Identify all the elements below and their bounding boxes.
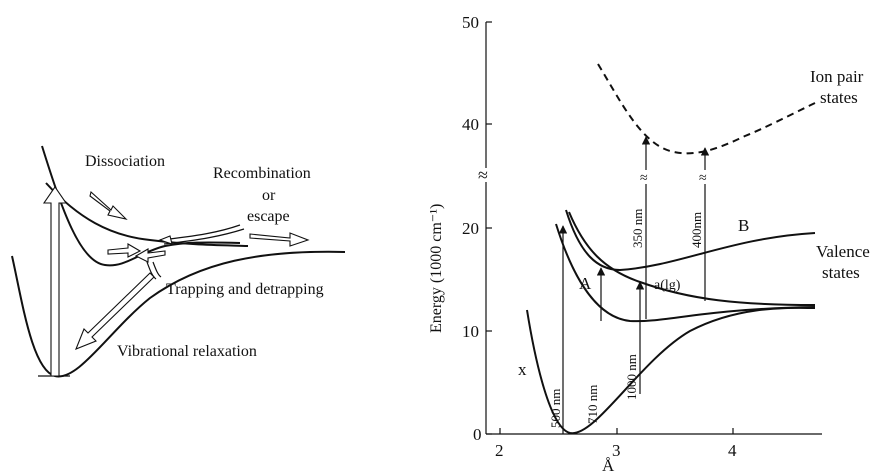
x-tick-3: 3 <box>612 441 621 460</box>
region-valence-1: Valence <box>816 242 870 261</box>
transition-350nm: 350 nm <box>630 209 645 248</box>
left-schematic: Dissociation Recombination or escape Tra… <box>11 145 346 378</box>
right-energy-plot: ≈ 50 40 20 10 0 2 3 4 Å Energy (1000 cm⁻… <box>428 13 870 473</box>
label-dissociation: Dissociation <box>85 153 165 170</box>
region-ion-pair-1: Ion pair <box>810 67 864 86</box>
y-ticks <box>486 21 492 435</box>
x-tick-4: 4 <box>728 441 737 460</box>
dissociation-arrow <box>89 190 128 220</box>
label-trapping: Trapping and detrapping <box>166 281 324 298</box>
svg-text:≈: ≈ <box>640 171 648 186</box>
label-or: or <box>262 187 276 204</box>
transition-500nm: 500 nm <box>548 389 563 428</box>
region-ion-pair-2: states <box>820 88 858 107</box>
x-state-curve <box>526 306 816 435</box>
b-state-curve <box>565 209 816 272</box>
curve-label-x: x <box>518 360 527 379</box>
transition-1000nm: 1000 nm <box>624 354 639 400</box>
curve-label-a-lg: a(lg) <box>654 278 681 293</box>
svg-text:≈: ≈ <box>699 171 707 186</box>
a-state-curve <box>555 223 816 323</box>
excitation-arrow <box>42 186 68 377</box>
transition-400nm: 400nm <box>689 212 704 248</box>
y-axis-break: ≈ <box>478 165 488 185</box>
x-axis-label: Å <box>602 456 615 473</box>
transition-710nm: 710 nm <box>585 385 600 424</box>
dissociative-curve <box>45 182 249 247</box>
y-tick-10: 10 <box>462 322 479 341</box>
escape-arrow <box>249 232 310 247</box>
vibrational-relaxation-arrow <box>75 272 155 350</box>
y-tick-50: 50 <box>462 13 479 32</box>
ion-pair-curve <box>597 63 816 155</box>
x-tick-2: 2 <box>495 441 504 460</box>
y-tick-0: 0 <box>473 425 482 444</box>
region-valence-2: states <box>822 263 860 282</box>
curve-label-B: B <box>738 216 749 235</box>
curve-label-A: A <box>579 274 592 293</box>
y-axis-label: Energy (1000 cm⁻¹) <box>428 204 445 333</box>
y-tick-40: 40 <box>462 115 479 134</box>
recombination-arrow <box>158 224 245 245</box>
transition-arrows: ≈ ≈ <box>558 136 710 434</box>
label-vibrational: Vibrational relaxation <box>117 343 257 360</box>
label-recombination: Recombination <box>213 165 311 182</box>
label-escape: escape <box>247 208 290 225</box>
trapping-arrows <box>107 243 166 280</box>
ground-state-curve <box>11 250 346 378</box>
y-tick-20: 20 <box>462 219 479 238</box>
x-ticks <box>499 428 734 434</box>
